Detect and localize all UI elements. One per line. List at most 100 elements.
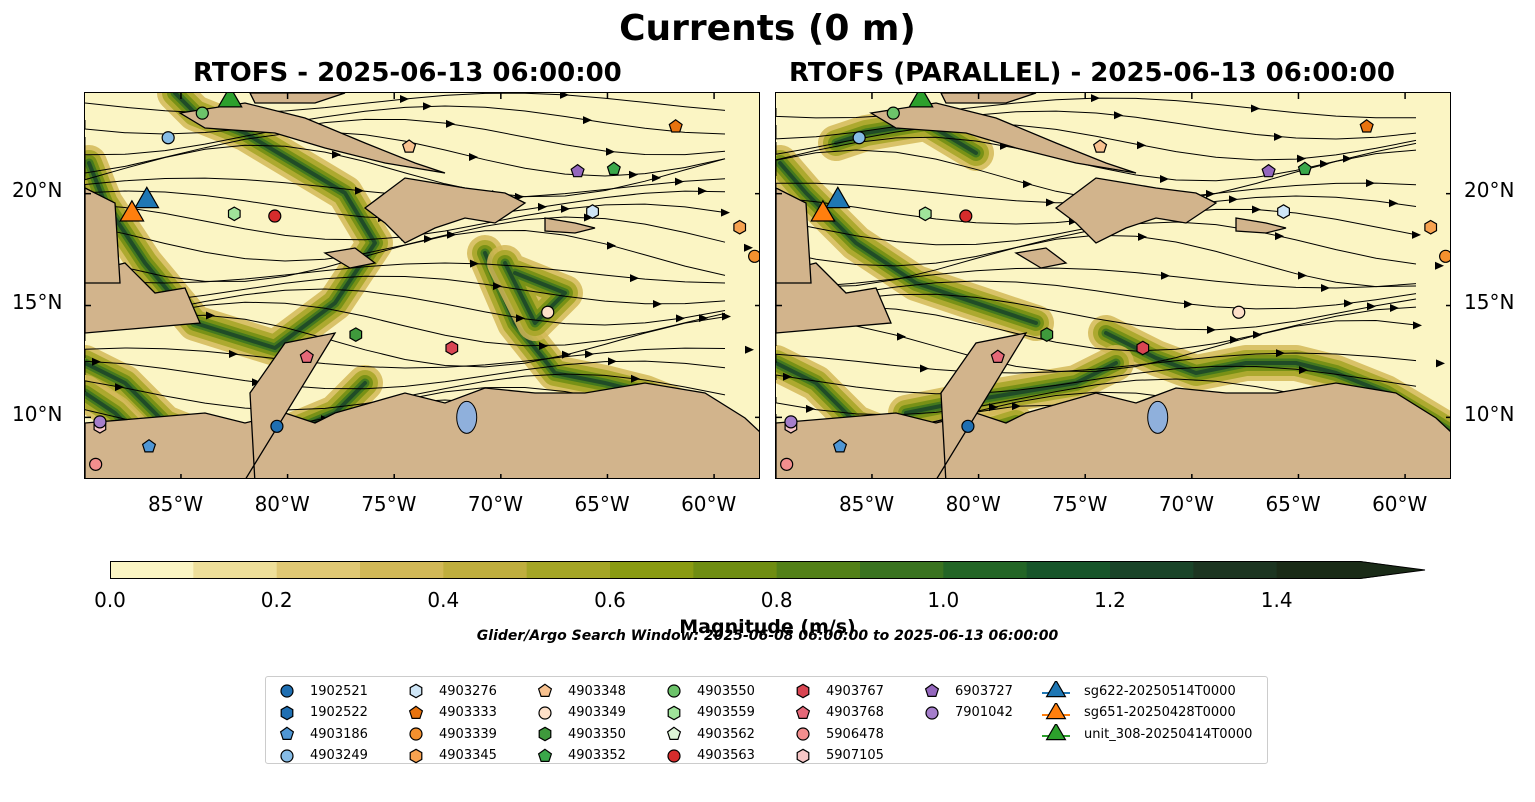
pentagon-marker-icon	[795, 705, 811, 719]
circle-marker-icon	[796, 727, 810, 741]
legend-label: 4903276	[439, 683, 497, 699]
panel-title-rtofs-parallel: RTOFS (PARALLEL) - 2025-06-13 06:00:00	[789, 58, 1395, 88]
legend-label: 4903550	[697, 683, 755, 699]
legend-label: 5907105	[826, 748, 884, 763]
legend-label: sg651-20250428T0000	[1084, 705, 1236, 720]
colorbar-segment	[693, 561, 778, 579]
legend-item-4903768: 4903768	[794, 703, 884, 723]
triangle-marker-icon	[1042, 724, 1070, 741]
marker-4903563	[959, 209, 973, 223]
circle-marker-icon	[667, 684, 681, 698]
colorbar-segment	[360, 561, 444, 579]
marker-4903339	[1439, 249, 1450, 263]
marker-5906478	[89, 457, 103, 471]
hexagon-marker-icon	[796, 748, 810, 763]
hexagon-marker-icon	[796, 683, 810, 699]
legend-label: 4903348	[568, 683, 626, 699]
circle-marker-icon	[409, 727, 423, 741]
legend-item-4903559: 4903559	[665, 703, 755, 723]
legend: 1902521 1902522 4903186 4903249 4903276 49033…	[265, 676, 1268, 764]
marker-4903186	[141, 438, 157, 453]
marker-4903348	[401, 139, 417, 153]
triangle-marker-icon	[1042, 681, 1070, 698]
glider-unit_308-20250414T0000	[217, 93, 243, 108]
colorbar-label: Magnitude (m/s)	[679, 616, 856, 638]
colorbar-tick: 1.2	[1094, 588, 1126, 612]
legend-item-4903345: 4903345	[407, 746, 497, 766]
legend-label: 4903352	[568, 748, 626, 763]
legend-item-4903276: 4903276	[407, 681, 497, 701]
glider-sg622-20250514T0000	[134, 186, 160, 209]
colorbar-segment	[1276, 561, 1361, 579]
hexagon-marker-icon	[409, 683, 423, 699]
marker-4903339	[748, 249, 759, 263]
marker-6903727	[1261, 163, 1276, 178]
lat-label-20n-right: 20°N	[1464, 178, 1515, 202]
legend-item-4903348: 4903348	[536, 681, 626, 701]
glider-sg622-20250514T0000	[825, 186, 851, 209]
legend-label: 6903727	[955, 683, 1013, 699]
marker-4903186	[832, 438, 848, 453]
marker-5906478	[780, 457, 794, 471]
axis-ticks	[776, 93, 1450, 478]
colorbar-segment	[943, 561, 1028, 579]
glider-sg651-20250428T0000	[810, 199, 836, 222]
marker-4903352	[1297, 161, 1312, 176]
colorbar-tick: 1.0	[927, 588, 960, 612]
colorbar-segment	[193, 561, 278, 579]
legend-item-4903352: 4903352	[536, 746, 626, 766]
marker-4903559	[918, 206, 932, 222]
legend-item-1902521: 1902521	[278, 681, 368, 701]
legend-label: 4903333	[439, 705, 497, 720]
legend-label: 1902522	[310, 705, 368, 720]
float-markers	[780, 93, 1450, 471]
lon-label-70w-panel0: 70°W	[467, 492, 524, 516]
legend-item-4903333: 4903333	[407, 703, 497, 723]
circle-marker-icon	[925, 705, 939, 720]
land	[776, 93, 1450, 478]
legend-label: 4903562	[697, 726, 755, 742]
figure-title: Currents (0 m)	[619, 8, 916, 49]
colorbar-segment	[610, 561, 694, 579]
marker-4903276	[586, 204, 600, 219]
lat-label-15n-right: 15°N	[1464, 290, 1515, 314]
colorbar-tick: 0.4	[427, 588, 460, 612]
legend-item-4903350: 4903350	[536, 724, 626, 744]
marker-1902521	[961, 419, 975, 433]
map-panel-rtofs-parallel	[775, 92, 1451, 479]
hexagon-marker-icon	[538, 726, 552, 742]
legend-item-4903186: 4903186	[278, 724, 368, 744]
colorbar-extend-arrow	[1360, 561, 1425, 579]
lon-label-85w-panel0: 85°W	[147, 492, 204, 516]
colorbar-segment	[1026, 561, 1111, 579]
float-markers	[89, 93, 759, 471]
pentagon-marker-icon	[537, 683, 553, 697]
circle-marker-icon	[667, 748, 681, 763]
hexagon-marker-icon	[409, 748, 423, 763]
legend-label: 4903186	[310, 726, 368, 742]
pentagon-marker-icon	[279, 726, 295, 740]
legend-label: 4903339	[439, 726, 497, 742]
marker-7901042	[784, 415, 798, 429]
pentagon-marker-icon	[924, 683, 940, 697]
lon-label-80w-panel1: 80°W	[945, 492, 1001, 516]
colorbar-tick: 1.4	[1260, 588, 1293, 612]
hexagon-marker-icon	[280, 705, 294, 720]
legend-item-5906478: 5906478	[794, 724, 884, 744]
colorbar	[110, 561, 1430, 585]
marker-1902521	[270, 419, 284, 433]
legend-item-sg622-20250514T0000: sg622-20250514T0000	[1042, 681, 1236, 701]
legend-item-6903727: 6903727	[923, 681, 1013, 701]
pentagon-marker-icon	[537, 748, 553, 762]
axis-ticks	[85, 93, 759, 478]
colorbar-tick: 0.6	[594, 588, 626, 612]
legend-item-unit_308-20250414T0000: unit_308-20250414T0000	[1042, 724, 1252, 744]
lon-label-70w-panel1: 70°W	[1158, 492, 1215, 516]
lat-label-15n-left: 15°N	[12, 290, 63, 314]
circle-marker-icon	[280, 748, 294, 763]
glider-sg651-20250428T0000	[119, 199, 145, 222]
lon-label-80w-panel0: 80°W	[254, 492, 310, 516]
marker-4903350	[349, 327, 363, 342]
panel-title-rtofs: RTOFS - 2025-06-13 06:00:00	[193, 58, 622, 88]
marker-4903768	[990, 349, 1005, 363]
